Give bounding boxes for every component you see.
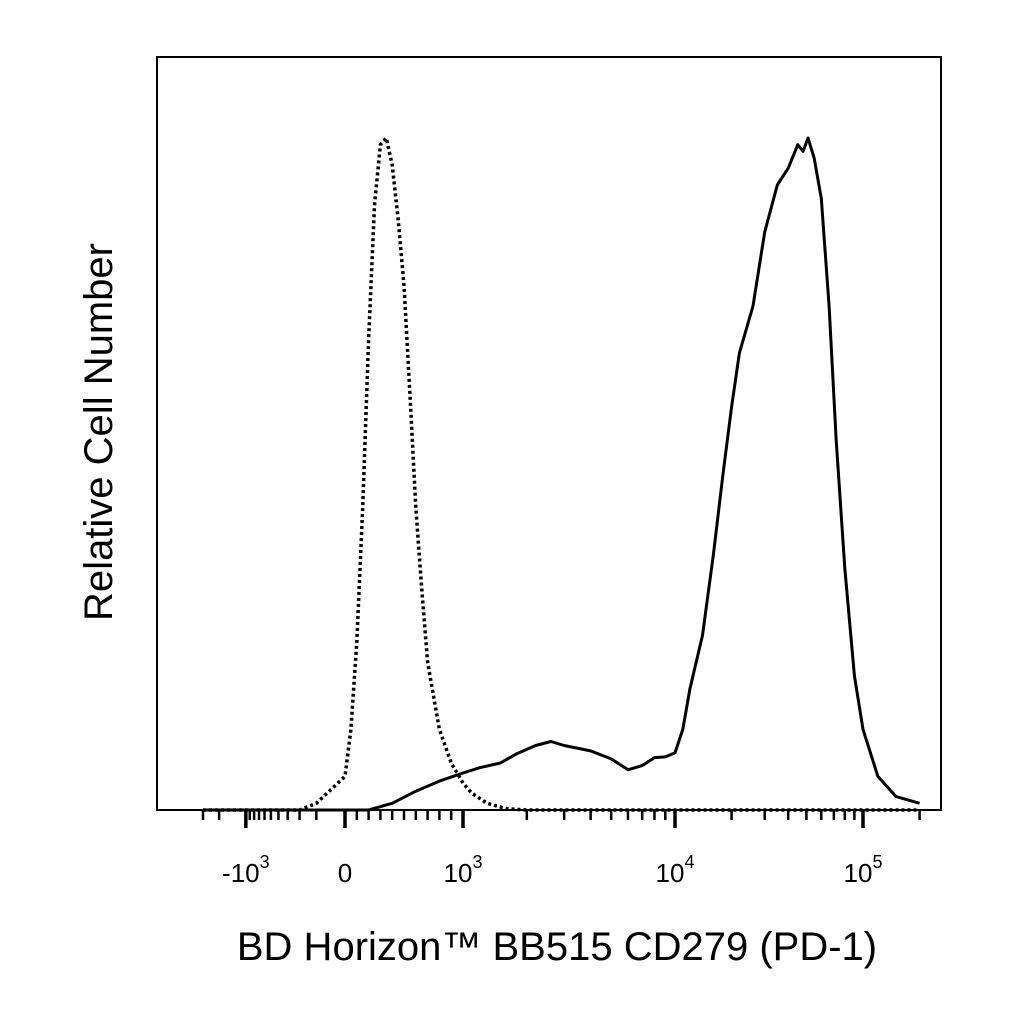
histogram-dotted-series [203,136,920,812]
x-axis-ticks [201,810,921,828]
x-axis-title: BD Horizon™ BB515 CD279 (PD-1) [237,925,877,969]
x-tick-label: 103 [444,852,483,888]
y-axis-title: Relative Cell Number [77,243,121,621]
x-tick-label: 0 [338,858,352,888]
series-layer [203,136,921,812]
x-axis-tick-labels: -103 0 103 104 105 [222,852,882,888]
histogram-solid-series [203,136,921,812]
x-tick-label: 105 [844,852,883,888]
plot-frame [156,56,942,811]
x-tick-label: -103 [222,852,270,888]
plot-border [156,56,942,811]
x-tick-label: 104 [656,852,695,888]
